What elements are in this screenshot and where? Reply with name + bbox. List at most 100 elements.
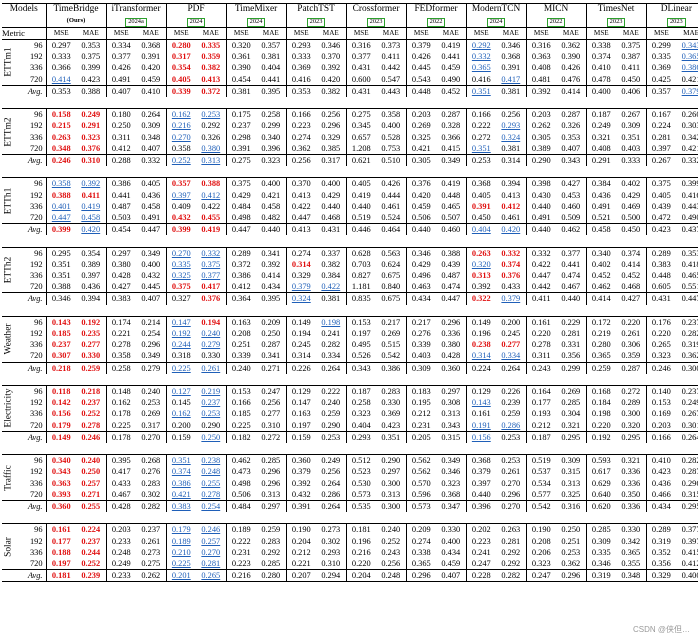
metric-value: 0.617 [591, 467, 611, 477]
mae-cell: 0.391 [136, 51, 166, 62]
model-name: DLinear [645, 3, 698, 16]
metric-value: 0.357 [261, 41, 281, 50]
mae-cell: 0.423 [376, 420, 406, 432]
metric-value: 0.392 [261, 259, 281, 269]
metric-value: 0.309 [561, 456, 581, 466]
mae-cell: 0.254 [196, 500, 227, 513]
metric-value: 0.472 [651, 213, 671, 223]
mse-cell: 0.240 [225, 361, 257, 374]
horizon-label: 720 [29, 74, 43, 84]
header-spacer [2, 15, 46, 27]
mse-cell: 0.467 [105, 488, 137, 501]
mae-cell: 0.350 [616, 489, 646, 501]
metric-value: 0.274 [291, 132, 311, 142]
mse-cell: 0.506 [405, 212, 437, 224]
metric-value: 0.482 [261, 213, 281, 223]
ours-note: (Ours) [66, 17, 86, 25]
metric-value: 0.244 [81, 547, 101, 557]
metric-value: 0.246 [51, 156, 71, 166]
mae-cell: 0.434 [256, 281, 286, 293]
metric-value: 0.293 [351, 432, 371, 442]
avg-label: Avg. [2, 430, 46, 444]
dataset-name: Traffic [3, 464, 14, 491]
mae-cell: 0.419 [196, 223, 227, 236]
mse-cell: 0.323 [345, 408, 377, 420]
mse-cell: 1.181 [345, 281, 377, 293]
mae-cell: 0.218 [76, 385, 107, 398]
mae-cell: 0.370 [316, 51, 346, 62]
mse-cell: 0.233 [105, 569, 137, 583]
metric-value: 0.335 [171, 259, 191, 269]
metric-value: 0.269 [561, 387, 581, 397]
mse-cell: 0.280 [585, 339, 617, 351]
models-label: Models [2, 3, 46, 16]
metric-value: 0.429 [621, 190, 641, 200]
mse-cell: 0.404 [465, 223, 497, 236]
metric-value: 0.423 [651, 225, 671, 235]
metric-value: 0.362 [561, 559, 581, 569]
mae-cell: 0.394 [76, 292, 107, 305]
metric-value: 0.399 [81, 63, 101, 73]
mae-cell: 0.286 [496, 420, 526, 432]
mse-cell: 0.320 [225, 39, 257, 52]
mse-cell: 0.225 [165, 558, 197, 570]
mae-cell: 0.239 [76, 569, 107, 583]
gap-cell [2, 374, 698, 386]
mae-cell: 0.245 [496, 328, 526, 339]
mse-cell: 0.426 [405, 51, 437, 63]
metric-value: 0.166 [651, 432, 671, 442]
mse-cell: 0.203 [525, 108, 557, 121]
metric-value: 0.318 [171, 351, 191, 361]
horizon-label: 336 [29, 63, 43, 73]
mse-cell: 0.274 [285, 131, 317, 143]
mae-cell: 0.285 [556, 397, 586, 408]
mse-cell: 0.225 [105, 419, 137, 432]
metric-value: 0.286 [321, 489, 341, 499]
metric-value: 0.384 [591, 179, 611, 189]
metric-value: 0.195 [411, 398, 431, 408]
metric-value: 0.185 [51, 329, 71, 339]
mae-cell: 0.226 [496, 385, 527, 398]
mse-cell: 0.293 [285, 39, 317, 52]
mse-cell: 0.190 [285, 523, 317, 536]
mae-cell: 0.353 [556, 132, 586, 143]
metric-value: 0.422 [291, 201, 311, 211]
mae-cell: 0.256 [496, 108, 527, 121]
mse-cell: 0.174 [105, 315, 137, 329]
venue-badge: 2023 [366, 18, 386, 27]
mae-cell: 0.347 [436, 500, 467, 513]
mae-cell: 0.292 [496, 547, 526, 558]
mae-cell: 0.303 [676, 120, 698, 131]
metric-value: 0.269 [381, 329, 401, 339]
metric-value: 0.429 [231, 190, 251, 200]
metric-value: 0.374 [171, 467, 191, 477]
mse-cell: 0.379 [285, 281, 317, 293]
metric-value: 0.434 [261, 282, 281, 292]
mse-cell: 0.185 [225, 408, 257, 420]
table-row: Electricity 96 0.118 0.218 0.148 0.240 0.127 0.… [2, 385, 698, 432]
metric-value: 0.313 [201, 156, 221, 166]
mse-cell: 0.169 [645, 408, 677, 420]
metric-value: 0.225 [171, 363, 191, 373]
mse-cell: 0.600 [345, 73, 377, 86]
metric-value: 0.349 [441, 456, 461, 466]
mse-cell: 0.238 [465, 339, 497, 351]
metric-value: 0.296 [681, 478, 698, 488]
metric-value: 0.414 [561, 86, 581, 96]
metric-value: 0.289 [621, 398, 641, 408]
mae-cell: 0.365 [676, 51, 698, 62]
mae-cell: 0.302 [136, 489, 166, 501]
mae-cell: 0.429 [616, 190, 646, 201]
mse-cell: 0.379 [405, 39, 437, 52]
metric-value: 0.353 [291, 86, 311, 96]
metric-value: 0.332 [501, 248, 521, 258]
mae-cell: 0.468 [316, 212, 346, 224]
mse-cell: 0.407 [105, 84, 137, 98]
metric-value: 0.233 [111, 536, 131, 546]
metric-value: 0.283 [141, 478, 161, 488]
metric-value: 0.246 [651, 363, 671, 373]
mae-cell: 0.287 [616, 361, 647, 374]
avg-label: Avg. [2, 84, 46, 98]
mae-cell: 0.400 [316, 177, 347, 190]
mae-cell: 0.250 [256, 328, 286, 339]
